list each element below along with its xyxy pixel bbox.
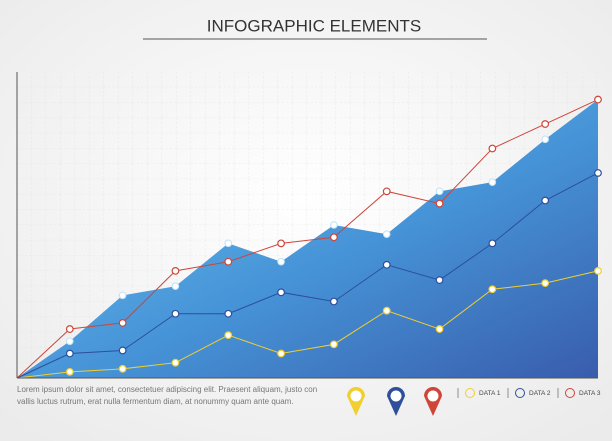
series-point [118, 346, 127, 355]
series-point [277, 288, 285, 297]
series-point [382, 306, 391, 315]
area-point [382, 230, 391, 238]
area-point [488, 178, 497, 186]
series-point [118, 319, 127, 327]
series-point [594, 169, 602, 177]
legend-marker [465, 388, 475, 398]
pin-icon [347, 387, 365, 416]
series-point [171, 267, 180, 275]
area-point [66, 337, 74, 346]
area-point [118, 291, 127, 300]
chart-title: INFOGRAPHIC ELEMENTS [207, 16, 421, 35]
series-point [488, 239, 497, 248]
series-point [224, 257, 233, 266]
series-point [541, 279, 550, 288]
series-point [330, 340, 338, 349]
series-point [435, 325, 444, 333]
legend-label: DATA 2 [529, 390, 551, 397]
series-line [16, 270, 599, 379]
series-point [541, 120, 550, 128]
series-point [224, 309, 233, 318]
series-line [16, 172, 599, 379]
series-point [435, 276, 444, 284]
series-point [277, 349, 285, 358]
area-point [541, 135, 549, 144]
legend-marker [515, 388, 525, 398]
series-point [65, 367, 74, 376]
series-point [118, 364, 127, 373]
series-point [382, 260, 391, 269]
series-point [330, 297, 338, 306]
legend-marker [565, 388, 575, 398]
series-point [435, 199, 444, 208]
area-point [330, 221, 338, 229]
area-point [224, 239, 233, 248]
series-point [330, 233, 338, 242]
series-point [171, 309, 180, 318]
pins [347, 387, 442, 416]
series-point [171, 358, 180, 367]
footnote: Lorem ipsum dolor sit amet, consectetuer… [17, 385, 317, 394]
footnote: vallis luctus rutrum, erat nulla ferment… [17, 397, 294, 406]
area [17, 99, 598, 378]
series-point [65, 325, 74, 333]
series-point [382, 187, 391, 196]
series-point [65, 349, 74, 358]
series-point [488, 144, 497, 153]
series-line [16, 99, 599, 379]
legend-label: DATA 3 [579, 390, 601, 397]
area-point [277, 257, 285, 266]
legend-label: DATA 1 [479, 390, 501, 397]
pin-icon [387, 387, 405, 416]
pin-icon [424, 387, 442, 416]
series-point [277, 239, 285, 248]
area-point [171, 282, 180, 291]
plot [16, 95, 602, 379]
legend: DATA 1 DATA 2 DATA 3 [457, 388, 601, 398]
series-point [488, 285, 497, 294]
series-point [594, 267, 602, 275]
area-point [435, 187, 444, 196]
series-point [594, 95, 602, 104]
series-point [224, 331, 233, 340]
series-point [541, 196, 550, 205]
